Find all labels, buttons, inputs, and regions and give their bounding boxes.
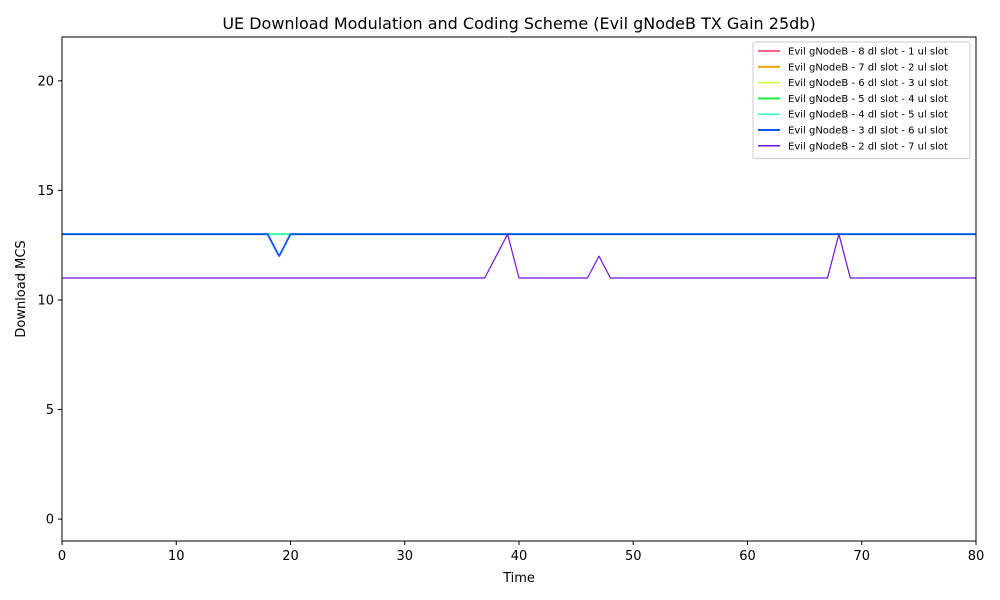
y-tick-label: 5 — [46, 403, 54, 418]
x-tick-label: 30 — [396, 549, 413, 564]
x-tick-label: 60 — [739, 549, 756, 564]
x-axis-label: Time — [502, 571, 535, 586]
x-tick-label: 80 — [968, 549, 985, 564]
chart-title: UE Download Modulation and Coding Scheme… — [222, 14, 815, 33]
legend-entry: Evil gNodeB - 8 dl slot - 1 ul slot — [788, 47, 948, 58]
legend-entry: Evil gNodeB - 2 dl slot - 7 ul slot — [788, 141, 948, 152]
x-tick-label: 50 — [625, 549, 642, 564]
y-tick-label: 20 — [37, 74, 54, 89]
y-axis-label: Download MCS — [14, 240, 29, 337]
x-tick-label: 10 — [168, 549, 185, 564]
x-tick-label: 70 — [853, 549, 870, 564]
y-tick-label: 10 — [37, 293, 54, 308]
x-tick-label: 20 — [282, 549, 299, 564]
legend-entry: Evil gNodeB - 4 dl slot - 5 ul slot — [788, 110, 948, 121]
series-line-6 — [62, 233, 976, 258]
legend-entry: Evil gNodeB - 3 dl slot - 6 ul slot — [788, 126, 948, 137]
axis-ticks: 0 10 20 30 40 50 60 70 80 0 5 10 15 20 — [37, 74, 984, 564]
legend-entry: Evil gNodeB - 7 dl slot - 2 ul slot — [788, 62, 948, 73]
x-tick-label: 40 — [511, 549, 528, 564]
legend-entry: Evil gNodeB - 6 dl slot - 3 ul slot — [788, 78, 948, 89]
y-tick-label: 0 — [46, 513, 54, 528]
legend-box — [752, 41, 971, 160]
x-tick-label: 0 — [58, 549, 66, 564]
plot-frame — [61, 36, 977, 542]
y-tick-label: 15 — [37, 184, 54, 199]
legend: Evil gNodeB - 8 dl slot - 1 ul slot Evil … — [752, 41, 971, 160]
plot-area — [62, 233, 976, 279]
series-line-7 — [62, 233, 976, 279]
legend-entry: Evil gNodeB - 5 dl slot - 4 ul slot — [788, 94, 948, 105]
